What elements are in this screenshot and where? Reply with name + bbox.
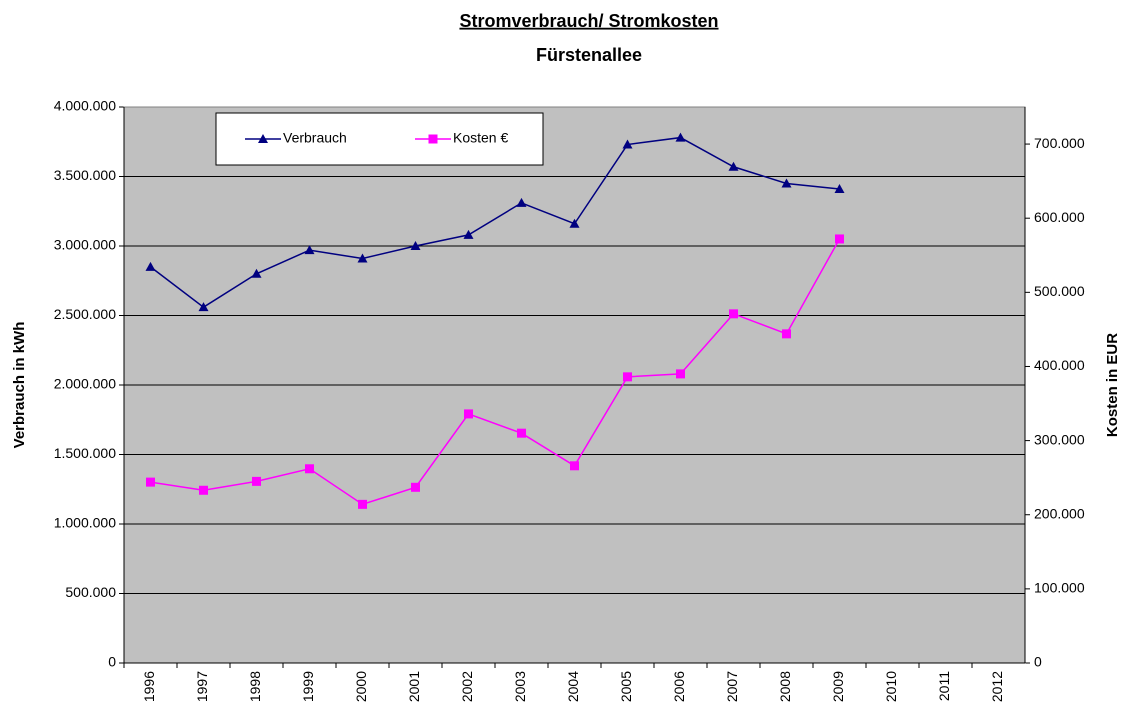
x-tick-label: 2004 <box>565 671 581 702</box>
data-point <box>569 218 580 228</box>
x-tick-label: 2010 <box>883 671 899 702</box>
y-tick-label: 2.500.000 <box>54 306 116 322</box>
data-point <box>410 241 421 250</box>
y-tick-label: 500.000 <box>65 584 116 600</box>
data-point <box>728 161 739 171</box>
data-point <box>516 197 527 207</box>
x-tick-label: 2003 <box>512 671 528 702</box>
data-point <box>570 461 579 471</box>
x-tick-label: 2000 <box>353 671 369 702</box>
y-tick-label: 1.000.000 <box>54 515 116 531</box>
x-tick-label: 1999 <box>300 671 316 702</box>
x-tick-label: 2012 <box>989 671 1005 702</box>
y-tick-label: 2.000.000 <box>54 376 116 392</box>
x-tick-label: 2002 <box>459 671 475 702</box>
data-point <box>675 132 686 142</box>
y-tick-label: 1.500.000 <box>54 445 116 461</box>
y-tick-label: 3.000.000 <box>54 237 116 253</box>
data-point <box>676 369 685 379</box>
data-point <box>358 499 367 509</box>
y2-tick-label: 600.000 <box>1034 209 1085 225</box>
chart-subtitle: Fürstenallee <box>536 45 642 65</box>
y2-tick-label: 200.000 <box>1034 505 1085 521</box>
data-point <box>729 309 738 319</box>
x-tick-label: 2009 <box>830 671 846 702</box>
x-tick-label: 2005 <box>618 671 634 702</box>
y2-tick-label: 500.000 <box>1034 283 1085 299</box>
data-point <box>251 268 262 278</box>
data-point <box>834 184 845 194</box>
y2-tick-label: 100.000 <box>1034 580 1085 596</box>
y2-tick-label: 400.000 <box>1034 357 1085 373</box>
y2-tick-label: 300.000 <box>1034 431 1085 447</box>
data-point <box>517 428 526 438</box>
data-point <box>464 409 473 419</box>
data-point <box>463 229 474 239</box>
data-point <box>146 477 155 487</box>
data-point <box>305 464 314 474</box>
data-point <box>199 485 208 495</box>
data-point <box>145 261 156 271</box>
x-tick-label: 2001 <box>406 671 422 702</box>
legend-label: Kosten € <box>453 130 508 146</box>
data-point <box>198 302 209 312</box>
series-line <box>150 136 840 309</box>
y-tick-label: 4.000.000 <box>54 98 116 114</box>
x-tick-label: 2007 <box>724 671 740 702</box>
data-point <box>781 178 792 188</box>
y-tick-label: 0 <box>108 654 116 670</box>
y-axis-title: Verbrauch in kWh <box>11 322 28 449</box>
x-tick-label: 2011 <box>936 671 952 701</box>
y-tick-label: 3.500.000 <box>54 167 116 183</box>
x-tick-label: 1998 <box>247 671 263 702</box>
data-point <box>357 253 368 263</box>
x-tick-label: 2008 <box>777 671 793 702</box>
legend-label: Verbrauch <box>283 130 347 146</box>
data-point <box>304 245 315 255</box>
y2-tick-label: 0 <box>1034 654 1042 670</box>
x-tick-label: 2006 <box>671 671 687 702</box>
data-point <box>623 372 632 382</box>
data-point <box>252 476 261 486</box>
data-point <box>622 139 633 149</box>
legend-marker <box>428 134 438 144</box>
x-tick-label: 1997 <box>194 671 210 702</box>
y2-axis-title: Kosten in EUR <box>1104 333 1121 437</box>
x-tick-label: 1996 <box>141 671 157 702</box>
chart-title: Stromverbrauch/ Stromkosten <box>459 11 718 31</box>
y2-tick-label: 700.000 <box>1034 135 1085 151</box>
legend-marker <box>258 134 268 143</box>
series-line <box>150 238 841 506</box>
data-point <box>411 482 420 492</box>
data-point <box>782 329 791 339</box>
data-point <box>835 234 844 244</box>
